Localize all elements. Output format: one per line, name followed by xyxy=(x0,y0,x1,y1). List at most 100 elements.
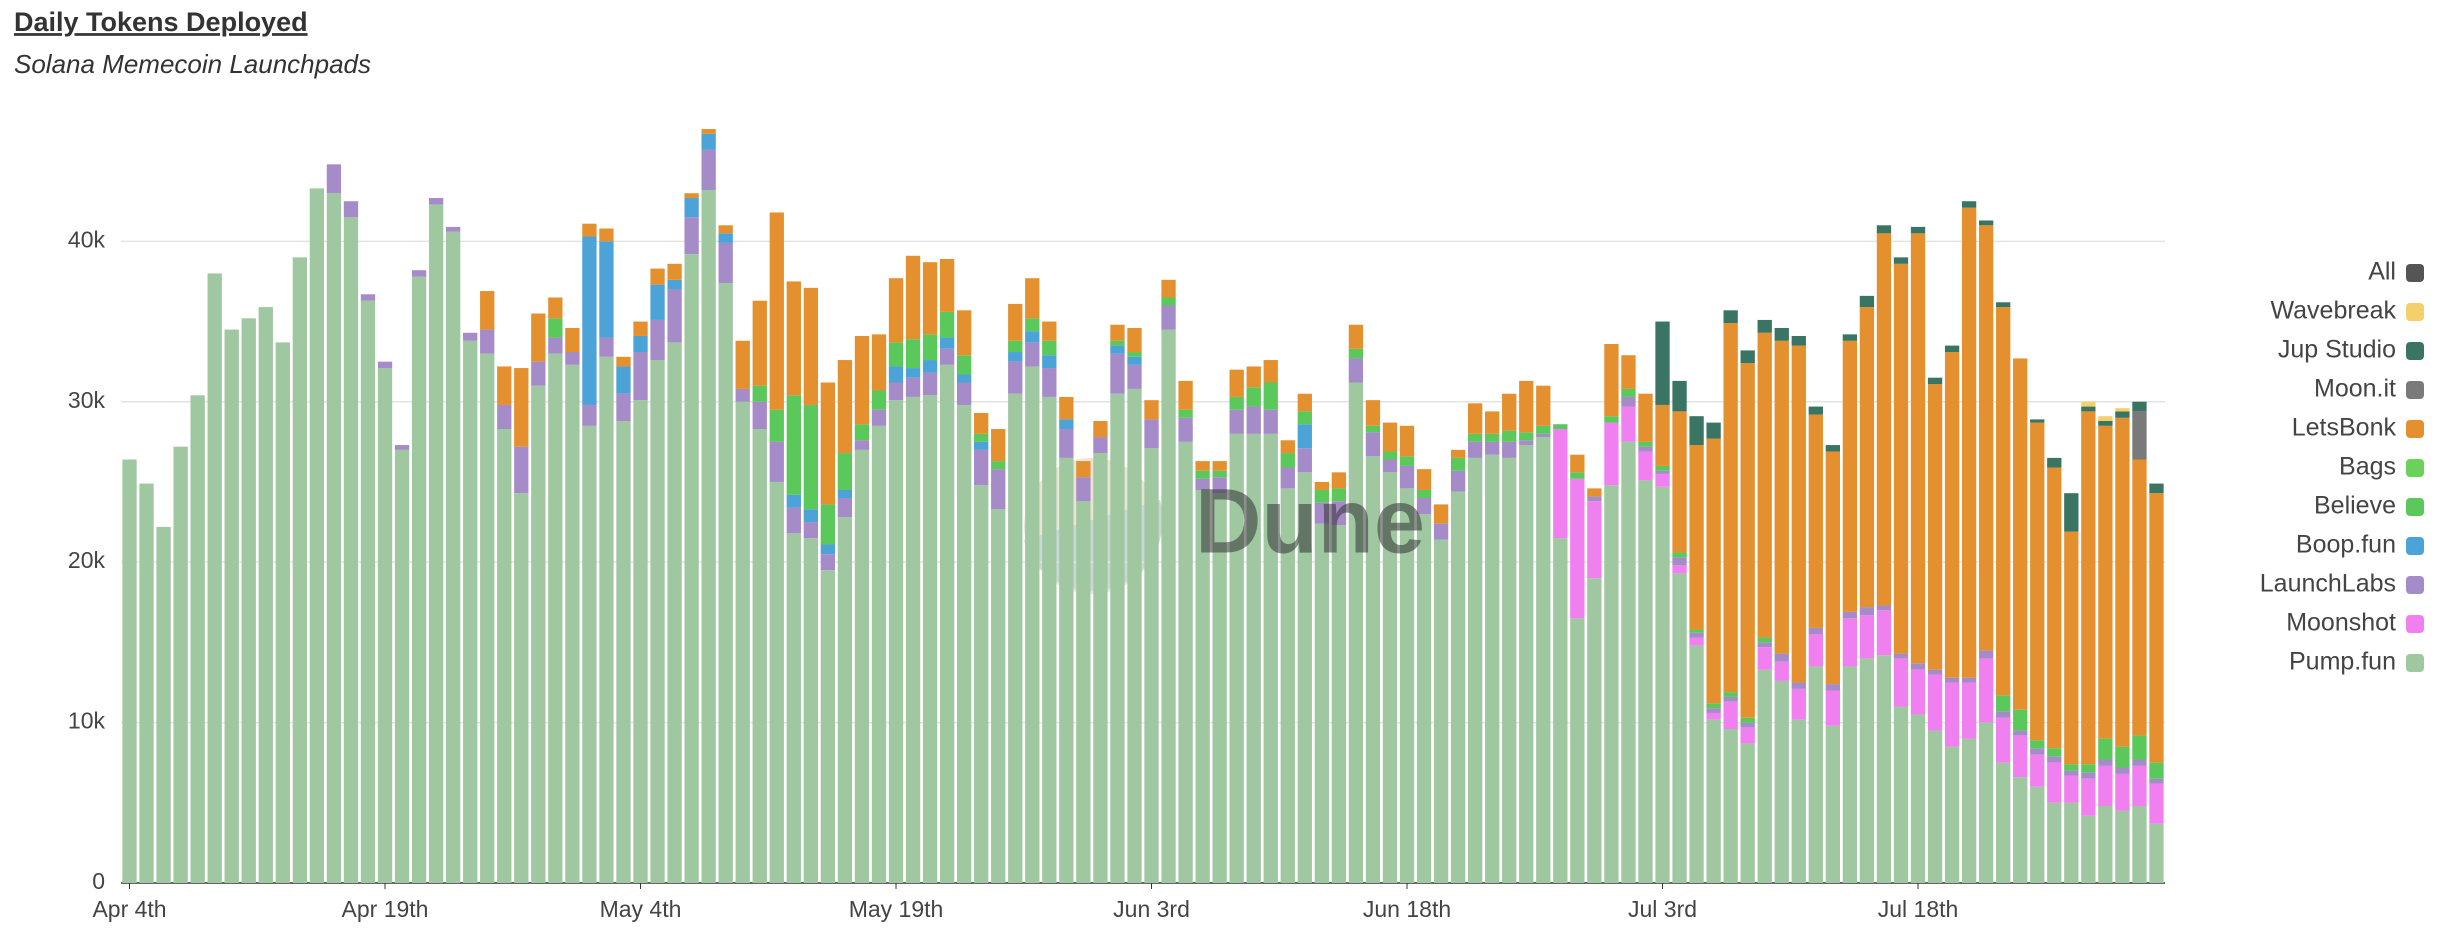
bar-segment xyxy=(1025,342,1040,367)
bar-segment xyxy=(786,494,801,508)
bar-segment xyxy=(1791,719,1806,883)
bar-segment xyxy=(1893,706,1909,883)
legend-label: Believe xyxy=(2314,492,2396,520)
bar-segment xyxy=(803,538,819,883)
bar-segment xyxy=(888,278,904,343)
bar-segment xyxy=(565,364,580,884)
bar-segment xyxy=(2047,762,2062,803)
bar-segment xyxy=(1331,501,1347,526)
bar-segment xyxy=(1791,345,1806,683)
bar-segment xyxy=(769,441,784,482)
bar-segment xyxy=(871,334,887,391)
bar-segment xyxy=(1859,295,1875,308)
bar-segment xyxy=(1399,425,1415,457)
bar-segment xyxy=(1093,437,1108,454)
bar-segment xyxy=(786,533,801,883)
bar-segment xyxy=(1672,573,1687,883)
bar-segment xyxy=(1485,433,1500,442)
bar-segment xyxy=(1655,321,1670,405)
bar-segment xyxy=(1450,491,1466,883)
bar-segment xyxy=(1297,424,1312,449)
bar-segment xyxy=(1604,422,1619,486)
bar-segment xyxy=(1365,400,1381,426)
bar-segment xyxy=(565,352,580,365)
bar-segment xyxy=(2064,493,2079,532)
bar-segment xyxy=(1519,440,1534,446)
bar-segment xyxy=(1042,355,1057,369)
bar-segment xyxy=(1195,461,1210,471)
bar-segment xyxy=(1314,489,1330,503)
bar-segment xyxy=(820,382,836,505)
bar-segment xyxy=(1655,465,1670,471)
bar-segment xyxy=(548,297,563,319)
bar-segment xyxy=(1842,666,1858,883)
bar-segment xyxy=(2064,775,2079,803)
bar-segment xyxy=(1706,703,1721,709)
bar-segment xyxy=(1927,674,1943,731)
bar-segment xyxy=(463,340,478,884)
bar-segment xyxy=(2030,419,2045,423)
bar-segment xyxy=(939,337,955,349)
legend-swatch xyxy=(2406,342,2424,360)
bar-segment xyxy=(922,372,938,396)
bar-segment xyxy=(2030,786,2045,883)
bar-segment xyxy=(956,310,972,356)
bar-segment xyxy=(1297,411,1312,425)
legend-label: LaunchLabs xyxy=(2260,570,2396,598)
bar-segment xyxy=(718,242,733,284)
bar-segment xyxy=(1076,477,1091,502)
bar-segment xyxy=(1876,605,1892,611)
bar-segment xyxy=(1553,424,1568,430)
bar-segment xyxy=(497,366,512,405)
bar-segment xyxy=(1110,324,1125,341)
bar-segment xyxy=(1706,719,1721,883)
bar-segment xyxy=(905,377,921,397)
bar-segment xyxy=(445,226,461,232)
bar-segment xyxy=(1723,729,1738,883)
bar-segment xyxy=(1076,461,1091,478)
bar-segment xyxy=(2098,765,2113,806)
bar-segment xyxy=(1348,348,1364,359)
bar-segment xyxy=(939,364,955,884)
bar-segment xyxy=(871,425,887,883)
bar-segment xyxy=(871,409,887,426)
bar-segment xyxy=(2030,754,2045,787)
bar-segment xyxy=(2013,777,2028,883)
bar-segment xyxy=(1978,225,1994,651)
bar-segment xyxy=(1110,345,1125,354)
bar-segment xyxy=(1348,324,1364,349)
bar-segment xyxy=(2149,483,2164,494)
bar-segment xyxy=(1297,393,1312,412)
bar-segment xyxy=(1723,310,1738,324)
bar-segment xyxy=(1808,666,1823,883)
bar-segment xyxy=(1723,323,1738,693)
bar-segment xyxy=(1042,396,1057,883)
bar-segment xyxy=(956,382,972,405)
x-tick-label: Jul 18th xyxy=(1878,896,1959,922)
bar-segment xyxy=(1757,637,1772,643)
bar-segment xyxy=(1144,448,1159,883)
bar-segment xyxy=(599,228,614,242)
bar-segment xyxy=(377,361,393,369)
bar-segment xyxy=(1842,611,1858,619)
bar-segment xyxy=(2149,823,2164,883)
bar-segment xyxy=(360,300,376,883)
bar-segment xyxy=(1502,430,1517,442)
bar-segment xyxy=(1059,419,1074,430)
bar-segment xyxy=(1416,498,1432,515)
bar-segment xyxy=(1263,360,1278,383)
chart-subtitle: Solana Memecoin Launchpads xyxy=(14,49,371,79)
bar-segment xyxy=(2030,422,2045,741)
bar-segment xyxy=(1246,366,1261,388)
bar-segment xyxy=(1740,717,1755,723)
bar-segment xyxy=(582,404,597,426)
bar-segment xyxy=(1944,746,1960,883)
legend-label: Pump.fun xyxy=(2289,648,2396,676)
bar-segment xyxy=(888,400,904,883)
bar-segment xyxy=(1195,478,1210,490)
bar-segment xyxy=(1825,690,1841,726)
legend-swatch xyxy=(2406,420,2424,438)
bar-segment xyxy=(974,449,989,486)
bar-segment xyxy=(633,400,648,883)
